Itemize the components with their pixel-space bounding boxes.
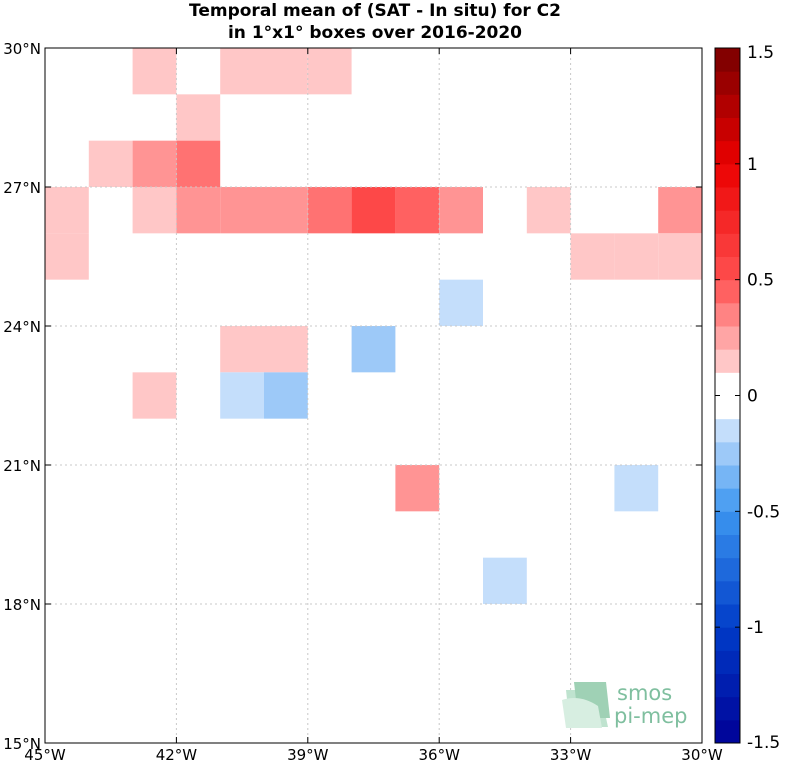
colorbar: 1.5 1 0.5 0 -0.5 -1 -1.5 <box>714 43 780 753</box>
axis-ticks: 45°W 42°W 39°W 36°W 33°W 30°W 15°N 18°N 21°N 24°N… <box>3 40 723 763</box>
heatmap-cell <box>658 233 702 280</box>
colorbar-segment <box>715 673 740 698</box>
heatmap-cell <box>658 187 702 234</box>
colorbar-segment <box>715 48 740 72</box>
colorbar-tick-label: 0.5 <box>747 271 774 291</box>
y-tick-label: 27°N <box>3 179 41 197</box>
chart-subtitle: in 1°x1° boxes over 2016-2020 <box>227 23 523 43</box>
heatmap-cell <box>307 48 352 95</box>
colorbar-segment <box>715 488 740 512</box>
heatmap-cell <box>88 140 133 187</box>
colorbar-segment <box>715 627 740 651</box>
chart-title: Temporal mean of (SAT - In situ) for C2 <box>189 1 561 21</box>
colorbar-segment <box>715 349 740 373</box>
colorbar-segment <box>715 511 740 535</box>
heatmap-cell <box>132 48 177 95</box>
colorbar-segment <box>715 140 740 165</box>
heatmap-cell <box>614 233 659 280</box>
logo-line2: pi-mep <box>614 704 687 728</box>
heatmap-cell <box>351 326 396 373</box>
heatmap-cell <box>483 557 527 604</box>
heatmap-cell <box>220 326 264 373</box>
smos-pi-mep-logo: smos pi-mep <box>562 681 687 728</box>
colorbar-segment <box>715 94 740 118</box>
colorbar-segment <box>715 71 740 95</box>
colorbar-segment <box>715 302 740 327</box>
plot-frame <box>44 47 703 744</box>
colorbar-segment <box>715 534 740 559</box>
heatmap-cell <box>614 465 659 512</box>
logo-line1: smos <box>617 681 672 705</box>
y-tick-label: 30°N <box>3 40 41 58</box>
colorbar-segment <box>715 696 740 721</box>
x-tick-label: 45°W <box>24 746 66 763</box>
heatmap-cell <box>570 233 615 280</box>
grid-lines <box>45 48 702 743</box>
plot-area <box>45 48 702 604</box>
colorbar-segment <box>715 117 740 142</box>
colorbar-segment <box>715 441 740 466</box>
colorbar-segment <box>715 395 740 420</box>
y-tick-label: 18°N <box>3 596 41 614</box>
heatmap-cell <box>439 187 483 234</box>
colorbar-segment <box>715 604 740 628</box>
heatmap-cell <box>395 465 440 512</box>
logo-wave-icon <box>562 698 602 728</box>
colorbar-segment <box>715 465 740 489</box>
colorbar-segment <box>715 372 740 396</box>
colorbar-segment <box>715 418 740 443</box>
heatmap-cell <box>395 187 440 234</box>
colorbar-segment <box>715 557 740 582</box>
colorbar-segment <box>715 326 740 350</box>
colorbar-tick-label: -1.5 <box>747 733 780 753</box>
heatmap-cell <box>132 187 177 234</box>
heatmap-cell <box>220 48 264 95</box>
x-tick-label: 30°W <box>681 746 723 763</box>
heatmap-cell <box>220 372 264 419</box>
x-tick-label: 39°W <box>287 746 329 763</box>
x-tick-label: 36°W <box>418 746 460 763</box>
y-tick-label: 15°N <box>3 735 41 753</box>
heatmap-cell <box>45 187 89 234</box>
colorbar-segment <box>715 163 740 188</box>
heatmap-cell <box>132 372 177 419</box>
colorbar-tick-label: -1 <box>747 618 764 638</box>
colorbar-tick-label: 1 <box>747 155 758 175</box>
colorbar-segment <box>715 580 740 605</box>
colorbar-segment <box>715 210 740 234</box>
y-tick-label: 21°N <box>3 457 41 475</box>
heatmap-cell <box>526 187 571 234</box>
heatmap-cell <box>176 94 221 141</box>
colorbar-tick-label: 0 <box>747 387 758 407</box>
heatmap-cell <box>307 187 352 234</box>
colorbar-tick-label: -0.5 <box>747 502 780 522</box>
heatmap-cell <box>264 372 308 419</box>
heatmap-cell <box>176 187 221 234</box>
colorbar-segment <box>715 233 740 257</box>
colorbar-segment <box>715 650 740 674</box>
heatmap-cell <box>132 140 177 187</box>
heatmap-cell <box>264 48 308 95</box>
colorbar-segment <box>715 256 740 281</box>
heatmap-cell <box>351 187 396 234</box>
heatmap-cell <box>264 326 308 373</box>
colorbar-segment <box>715 279 740 304</box>
colorbar-segment <box>715 187 740 211</box>
y-tick-label: 24°N <box>3 318 41 336</box>
heatmap-cell <box>45 233 89 280</box>
x-tick-label: 42°W <box>156 746 198 763</box>
x-tick-label: 33°W <box>550 746 592 763</box>
plot-border <box>44 47 703 744</box>
colorbar-segment <box>715 719 740 744</box>
heatmap-cell <box>176 140 221 187</box>
heatmap-cell <box>264 187 308 234</box>
colorbar-tick-label: 1.5 <box>747 43 774 63</box>
heatmap-cell <box>439 279 483 326</box>
heatmap-cell <box>220 187 264 234</box>
